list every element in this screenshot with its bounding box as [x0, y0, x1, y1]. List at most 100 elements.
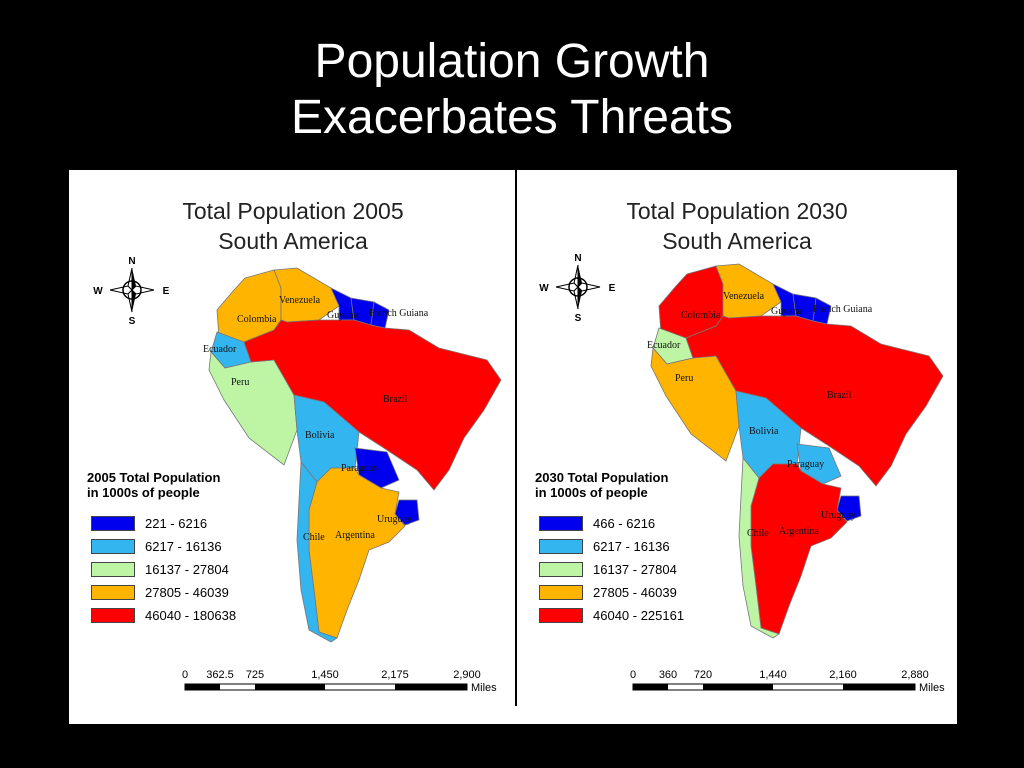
country-paraguay	[354, 447, 400, 489]
legend-item: 27805 - 46039	[87, 581, 287, 604]
label-paraguay: Paraguay	[787, 459, 824, 470]
compass-rose-icon: N S E W	[93, 256, 169, 327]
map-title-2030: Total Population 2030 South America	[517, 196, 957, 256]
map-canvas-2030: N S E W Venezuela Guyana French Guiana C…	[539, 253, 945, 694]
label-argentina: Argentina	[335, 530, 375, 541]
label-ecuador: Ecuador	[203, 344, 237, 355]
scale-unit: Miles	[471, 682, 497, 694]
country-argentina	[308, 467, 406, 639]
map-canvas-2005: N S E W Venezuela Guyana French Guiana C…	[93, 256, 502, 694]
scale-tick: 2,880	[901, 669, 929, 681]
scale-tick: 360	[659, 669, 677, 681]
country-paraguay	[796, 443, 842, 485]
slide-title-line-2: Exacerbates Threats	[290, 91, 733, 144]
scale-tick: 720	[694, 669, 712, 681]
legend-item: 221 - 6216	[87, 512, 287, 535]
legend-item: 46040 - 225161	[535, 604, 735, 627]
legend-title-2030: 2030 Total Population in 1000s of people	[535, 470, 735, 500]
legend-item: 16137 - 27804	[535, 558, 735, 581]
label-uruguay: Uruguay	[377, 514, 412, 525]
legend-item: 16137 - 27804	[87, 558, 287, 581]
legend-swatch	[539, 608, 583, 623]
legend-item: 27805 - 46039	[535, 581, 735, 604]
label-brazil: Brazil	[827, 390, 852, 401]
label-peru: Peru	[675, 373, 693, 384]
scale-tick: 0	[630, 669, 636, 681]
legend-swatch	[91, 562, 135, 577]
label-peru: Peru	[231, 377, 249, 388]
legend-range: 46040 - 180638	[145, 608, 237, 623]
legend-2005: 2005 Total Population in 1000s of people…	[87, 470, 287, 627]
label-ecuador: Ecuador	[647, 340, 681, 351]
scale-tick: 1,450	[311, 669, 339, 681]
scale-tick: 2,900	[453, 669, 481, 681]
map-title-2005-line-2: South America	[218, 228, 368, 254]
label-bolivia: Bolivia	[749, 426, 779, 437]
label-bolivia: Bolivia	[305, 430, 335, 441]
compass-rose-icon: N S E W	[539, 253, 615, 324]
country-brazil	[243, 319, 502, 491]
legend-item: 6217 - 16136	[87, 535, 287, 558]
legend-range: 27805 - 46039	[145, 585, 229, 600]
map-panel-2030: Total Population 2030 South America N S …	[517, 170, 957, 706]
legend-title-line-2: in 1000s of people	[87, 485, 200, 500]
slide-title: Population Growth Exacerbates Threats	[0, 34, 1024, 146]
scale-tick: 362.5	[206, 669, 234, 681]
compass-south: S	[129, 316, 136, 327]
scale-bar-2005: 0 362.5 725 1,450 2,175 2,900 Miles	[182, 669, 497, 694]
legend-title-line-1: 2005 Total Population	[87, 470, 221, 485]
scale-tick: 0	[182, 669, 188, 681]
compass-west: W	[539, 283, 549, 294]
scale-bar-2030: 0 360 720 1,440 2,160 2,880 Miles	[630, 669, 945, 694]
legend-item: 6217 - 16136	[535, 535, 735, 558]
label-french-guiana: French Guiana	[369, 308, 429, 319]
country-argentina	[750, 463, 848, 635]
legend-item: 466 - 6216	[535, 512, 735, 535]
legend-swatch	[539, 539, 583, 554]
label-colombia: Colombia	[681, 310, 721, 321]
scale-tick: 1,440	[759, 669, 787, 681]
label-colombia: Colombia	[237, 314, 277, 325]
legend-swatch	[91, 516, 135, 531]
legend-title-line-2: in 1000s of people	[535, 485, 648, 500]
slide-bottom-strip	[69, 706, 957, 724]
compass-east: E	[609, 283, 616, 294]
label-chile: Chile	[747, 528, 769, 539]
label-brazil: Brazil	[383, 394, 408, 405]
scale-tick: 2,160	[829, 669, 857, 681]
legend-swatch	[91, 608, 135, 623]
scale-unit: Miles	[919, 682, 945, 694]
label-guyana: Guyana	[771, 306, 803, 317]
slide-title-line-1: Population Growth	[314, 35, 710, 88]
country-chile	[296, 460, 338, 643]
label-argentina: Argentina	[779, 526, 819, 537]
panel-divider	[515, 170, 517, 706]
label-venezuela: Venezuela	[279, 295, 321, 306]
scale-tick: 2,175	[381, 669, 409, 681]
label-guyana: Guyana	[327, 310, 359, 321]
legend-2030: 2030 Total Population in 1000s of people…	[535, 470, 735, 627]
map-title-2030-line-2: South America	[662, 228, 812, 254]
compass-north: N	[128, 256, 135, 267]
compass-west: W	[93, 286, 103, 297]
label-french-guiana: French Guiana	[813, 304, 873, 315]
legend-item: 46040 - 180638	[87, 604, 287, 627]
legend-range: 466 - 6216	[593, 516, 656, 531]
map-title-2030-line-1: Total Population 2030	[626, 198, 848, 224]
legend-swatch	[91, 585, 135, 600]
legend-swatch	[91, 539, 135, 554]
country-brazil	[685, 315, 944, 487]
compass-south: S	[575, 313, 582, 324]
legend-swatch	[539, 585, 583, 600]
legend-range: 16137 - 27804	[145, 562, 229, 577]
legend-range: 46040 - 225161	[593, 608, 685, 623]
label-venezuela: Venezuela	[723, 291, 765, 302]
legend-range: 221 - 6216	[145, 516, 208, 531]
legend-swatch	[539, 516, 583, 531]
map-panel-2005: Total Population 2005 South America N S …	[69, 170, 517, 706]
label-uruguay: Uruguay	[821, 510, 856, 521]
legend-swatch	[539, 562, 583, 577]
legend-title-line-1: 2030 Total Population	[535, 470, 669, 485]
legend-range: 16137 - 27804	[593, 562, 677, 577]
label-chile: Chile	[303, 532, 325, 543]
